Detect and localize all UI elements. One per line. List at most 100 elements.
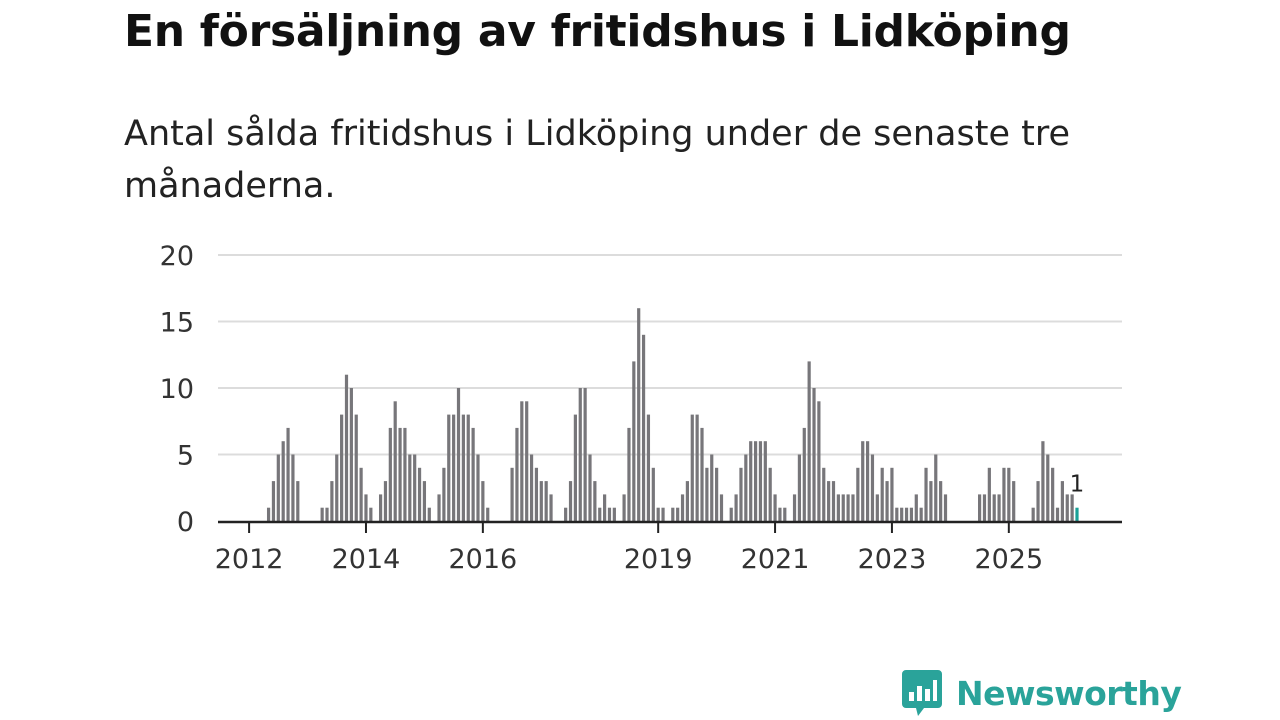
newsworthy-chart-bubble-icon (902, 670, 942, 716)
bar (271, 481, 276, 521)
bar (335, 454, 339, 521)
x-tick-label: 2019 (624, 544, 693, 575)
bar (904, 507, 909, 521)
bar (807, 361, 811, 521)
bar (865, 441, 870, 521)
bar (549, 494, 553, 521)
bar (1002, 467, 1006, 521)
bar (992, 494, 996, 521)
bar (398, 427, 402, 521)
bar (729, 507, 733, 521)
bar (909, 507, 914, 521)
bar (510, 467, 514, 521)
bar (276, 454, 280, 521)
bar (680, 494, 685, 521)
bar (1065, 494, 1069, 521)
bar (442, 467, 446, 521)
bar (344, 374, 349, 521)
bar (578, 388, 582, 521)
bar (427, 507, 431, 521)
bar (296, 481, 300, 521)
bar (914, 494, 918, 521)
bar (978, 494, 982, 521)
bar (539, 481, 543, 521)
bar (719, 494, 724, 521)
bars (266, 308, 1079, 521)
bar (676, 507, 680, 521)
bar (656, 507, 660, 521)
bar (378, 494, 383, 521)
bar (1036, 481, 1040, 521)
y-tick-label: 15 (160, 308, 194, 339)
bar (739, 467, 743, 521)
bar (773, 494, 777, 521)
bar (471, 427, 475, 521)
bar (525, 401, 529, 521)
y-tick-label: 5 (177, 441, 194, 472)
bar (486, 507, 490, 521)
bar (388, 427, 392, 521)
bar (822, 467, 826, 521)
bar (700, 427, 704, 521)
bar (797, 454, 802, 521)
bar (320, 507, 324, 521)
bar (461, 414, 465, 521)
bar (885, 481, 889, 521)
bar (715, 467, 719, 521)
bar (646, 414, 651, 521)
bar (583, 388, 587, 521)
bar (734, 494, 738, 521)
bar (476, 454, 480, 521)
bar (422, 481, 427, 521)
bar (705, 467, 709, 521)
bar (861, 441, 865, 521)
bar (481, 481, 485, 521)
bar (929, 481, 933, 521)
bar (393, 401, 397, 521)
bar (641, 334, 646, 521)
bar (812, 388, 816, 521)
chart-title: En försäljning av fritidshus i Lidköping (124, 6, 1071, 57)
y-axis-ticks: 0 5 10 15 20 (160, 241, 194, 538)
chart-subtitle: Antal sålda fritidshus i Lidköping under… (124, 114, 1070, 206)
y-tick-label: 20 (160, 241, 194, 272)
bar (744, 454, 748, 521)
last-value-label: 1 (1070, 472, 1085, 498)
bar (1031, 507, 1035, 521)
bar (802, 427, 806, 521)
bar (997, 494, 1001, 521)
bar (417, 467, 422, 521)
bar (710, 454, 714, 521)
bar (943, 494, 948, 521)
x-tick-label: 2016 (449, 544, 518, 575)
bar (758, 441, 763, 521)
bar (880, 467, 884, 521)
bar (593, 481, 597, 521)
bar (364, 494, 368, 521)
bar (846, 494, 850, 521)
bar (359, 467, 363, 521)
bar (1051, 467, 1055, 521)
bar (690, 414, 694, 521)
bar (817, 401, 821, 521)
bar (924, 467, 928, 521)
bar (1007, 467, 1011, 521)
bar (671, 507, 675, 521)
bar (627, 427, 631, 521)
bar (349, 388, 353, 521)
bar (515, 427, 519, 521)
bar (447, 414, 451, 521)
bar (895, 507, 899, 521)
bar (661, 507, 665, 521)
bar (603, 494, 607, 521)
bar (919, 507, 923, 521)
bar (413, 454, 417, 521)
bar (900, 507, 904, 521)
bar (987, 467, 991, 521)
bar (827, 481, 831, 521)
bar (330, 481, 334, 521)
bar (890, 467, 894, 521)
bar (1055, 507, 1060, 521)
bar (588, 454, 592, 521)
bar (792, 494, 797, 521)
